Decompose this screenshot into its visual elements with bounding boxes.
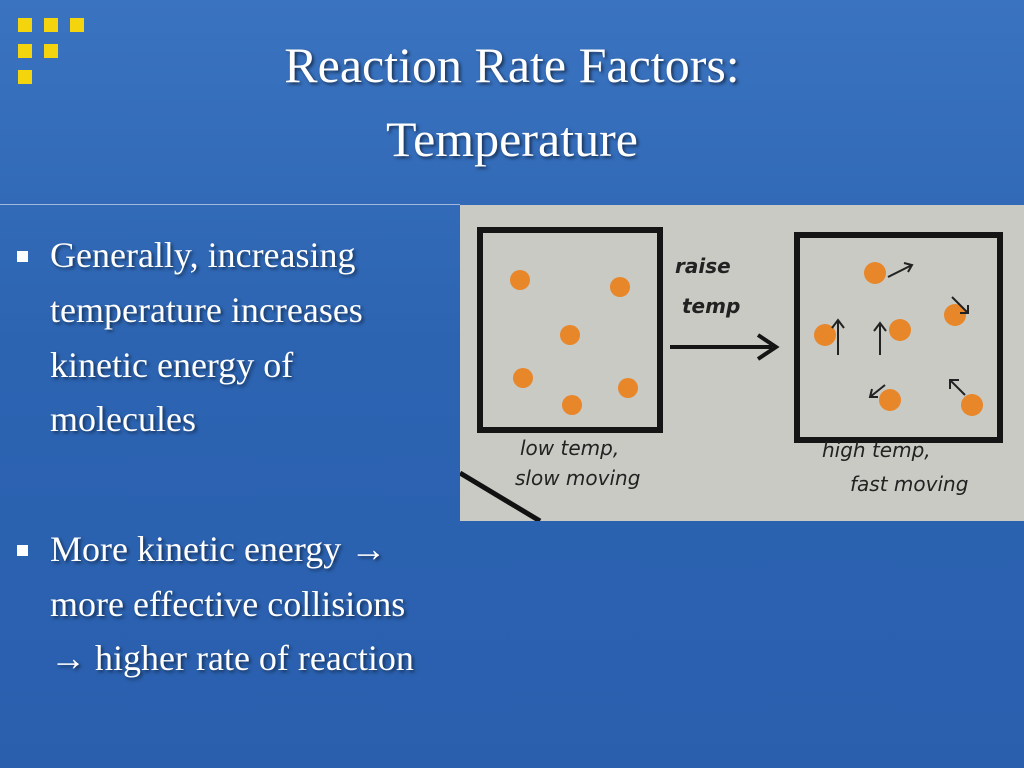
arrow-label: temp xyxy=(682,294,740,318)
sketch: raise temp low temp, slow moving high te… xyxy=(460,205,1024,521)
logo-square xyxy=(70,18,84,32)
fast-particles xyxy=(814,262,983,416)
left-caption: slow moving xyxy=(515,466,640,490)
right-caption: fast moving xyxy=(850,472,968,496)
motion-arrows xyxy=(831,262,969,398)
bullet-line: more effective collisions xyxy=(50,584,406,624)
bullet-line: → higher rate of reaction xyxy=(50,638,414,678)
logo-square xyxy=(18,70,32,84)
slow-particles xyxy=(510,270,638,415)
right-caption: high temp, xyxy=(822,438,931,462)
logo-square xyxy=(44,18,58,32)
bullet-line: temperature increases xyxy=(50,290,363,330)
bullet-marker xyxy=(17,545,28,556)
title-line: Reaction Rate Factors: xyxy=(284,37,740,93)
bullet-line: kinetic energy of xyxy=(50,345,294,385)
bullet-line: Generally, increasing xyxy=(50,235,356,275)
title-line: Temperature xyxy=(386,111,638,167)
raise-arrow-head xyxy=(756,333,780,361)
left-box xyxy=(477,227,663,433)
arrow-label: raise xyxy=(675,254,731,278)
bullet-marker xyxy=(17,251,28,262)
sketch-paper xyxy=(460,205,1024,521)
logo-square xyxy=(18,44,32,58)
left-caption: low temp, xyxy=(520,436,619,460)
sketch-edge xyxy=(460,470,542,521)
bullet-line: molecules xyxy=(50,399,196,439)
divider xyxy=(0,204,460,205)
logo-square xyxy=(18,18,32,32)
logo-square xyxy=(44,44,58,58)
bullet-line: More kinetic energy → xyxy=(50,529,387,569)
right-box xyxy=(794,232,1003,443)
